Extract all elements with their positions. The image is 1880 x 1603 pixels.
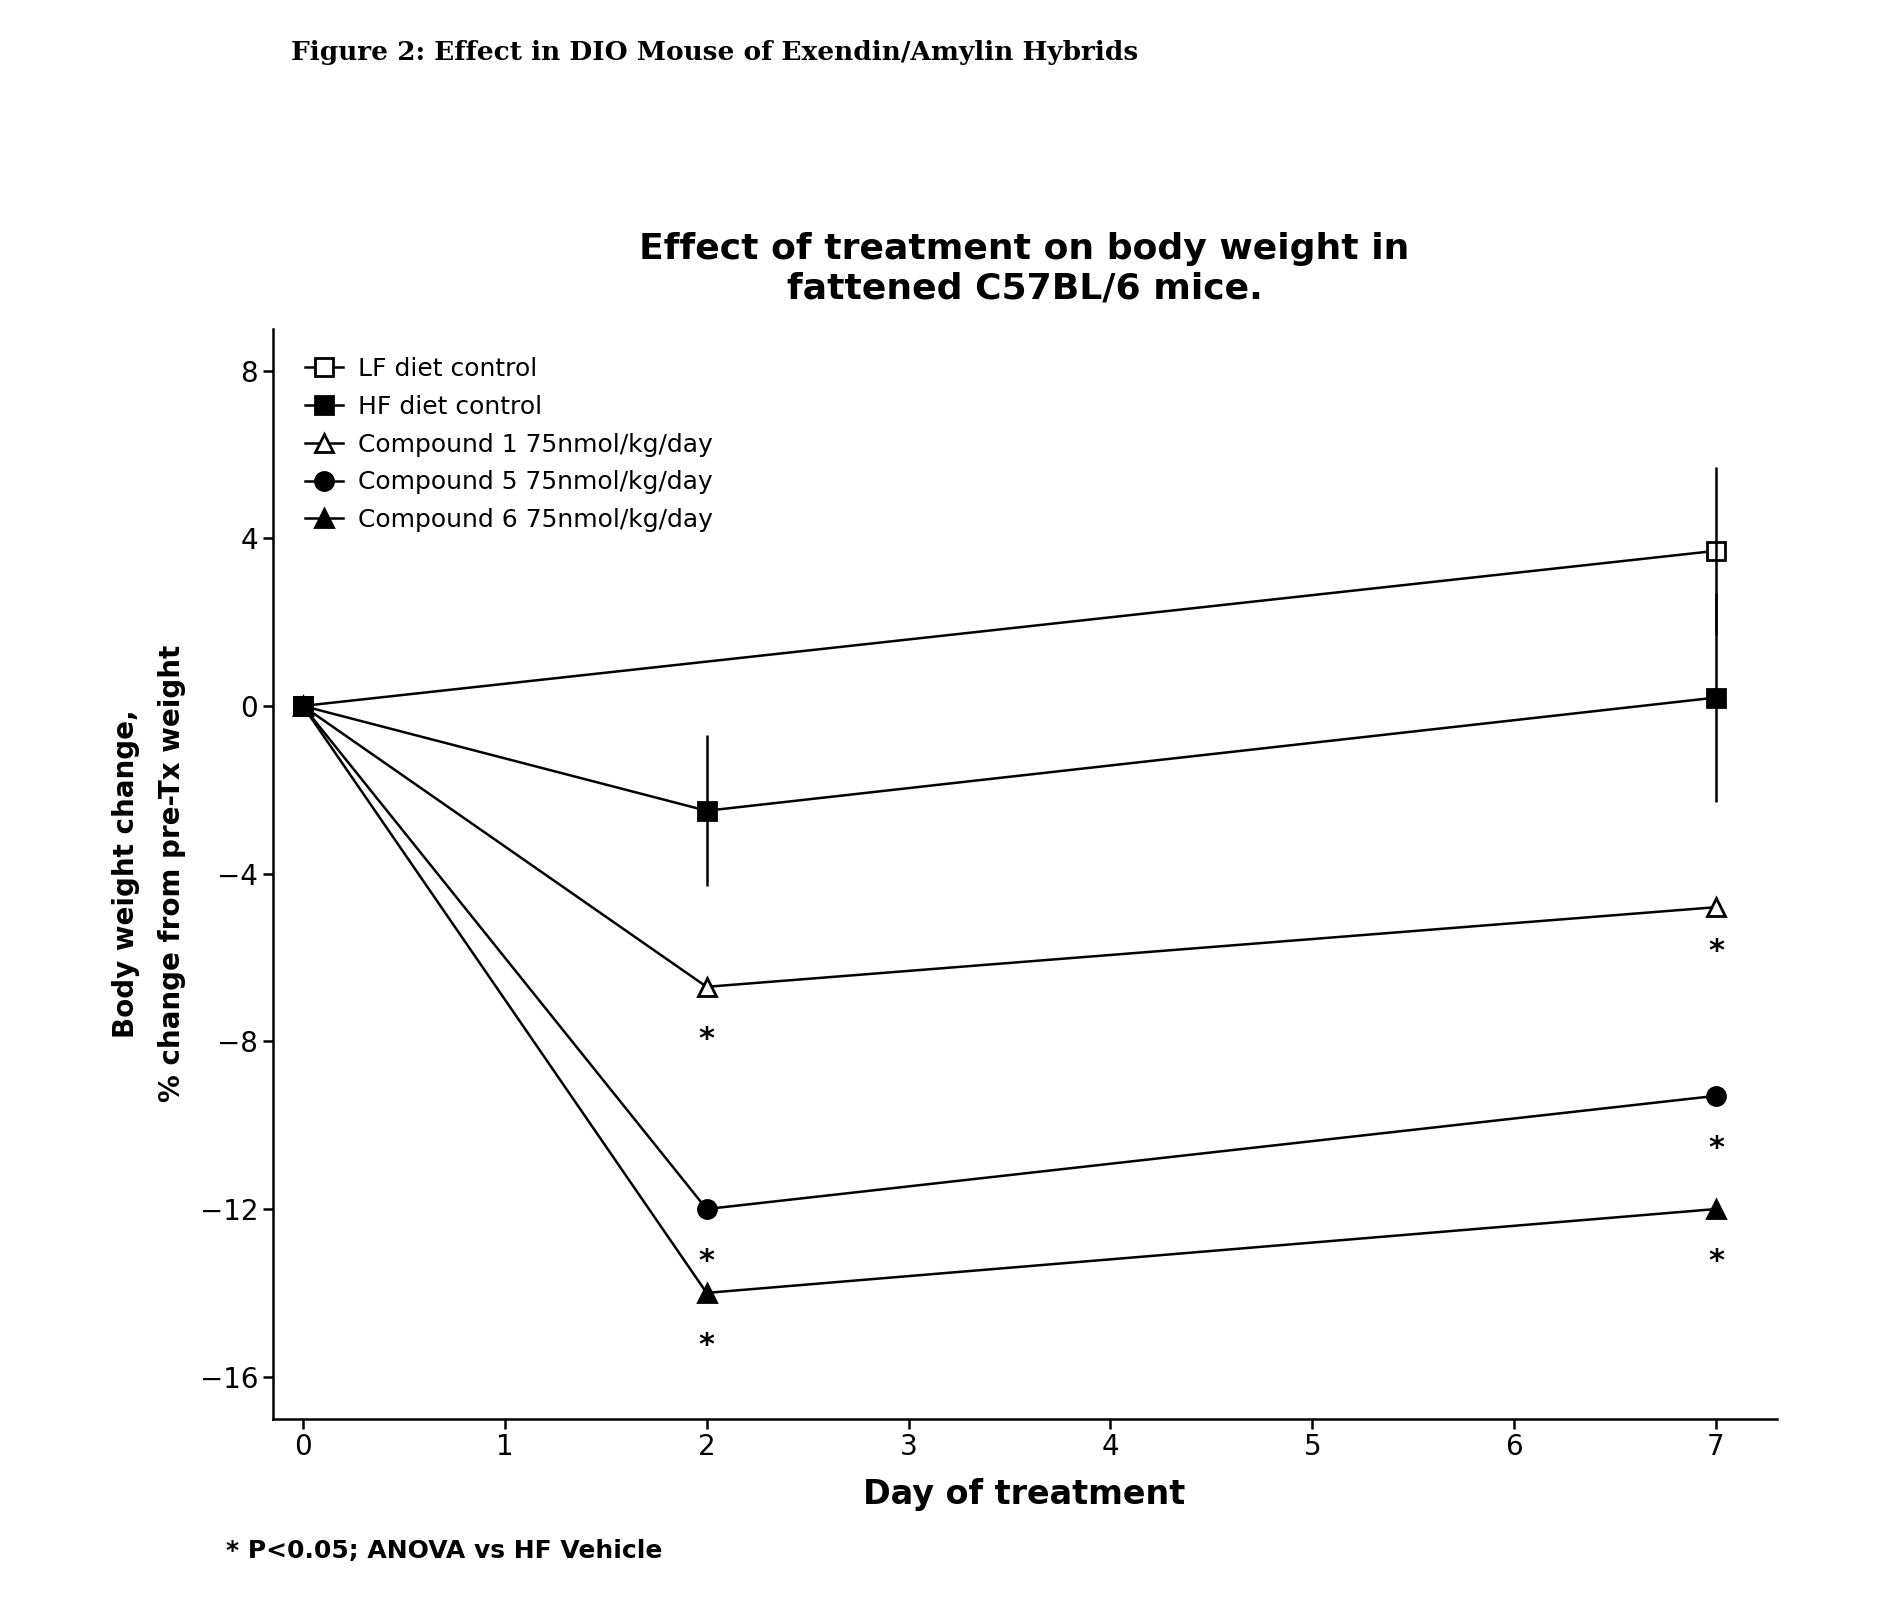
Text: *: * bbox=[1709, 1133, 1724, 1162]
Text: *: * bbox=[1709, 1247, 1724, 1276]
Text: *: * bbox=[699, 1024, 714, 1053]
Text: * P<0.05; ANOVA vs HF Vehicle: * P<0.05; ANOVA vs HF Vehicle bbox=[226, 1539, 662, 1563]
Legend: LF diet control, HF diet control, Compound 1 75nmol/kg/day, Compound 5 75nmol/kg: LF diet control, HF diet control, Compou… bbox=[301, 353, 718, 537]
Text: *: * bbox=[1709, 936, 1724, 965]
Y-axis label: Body weight change,
% change from pre-Tx weight: Body weight change, % change from pre-Tx… bbox=[113, 644, 186, 1103]
Title: Effect of treatment on body weight in
fattened C57BL/6 mice.: Effect of treatment on body weight in fa… bbox=[639, 232, 1410, 305]
Text: *: * bbox=[699, 1247, 714, 1276]
Text: *: * bbox=[699, 1330, 714, 1359]
Text: Figure 2: Effect in DIO Mouse of Exendin/Amylin Hybrids: Figure 2: Effect in DIO Mouse of Exendin… bbox=[291, 40, 1137, 66]
X-axis label: Day of treatment: Day of treatment bbox=[863, 1478, 1186, 1512]
